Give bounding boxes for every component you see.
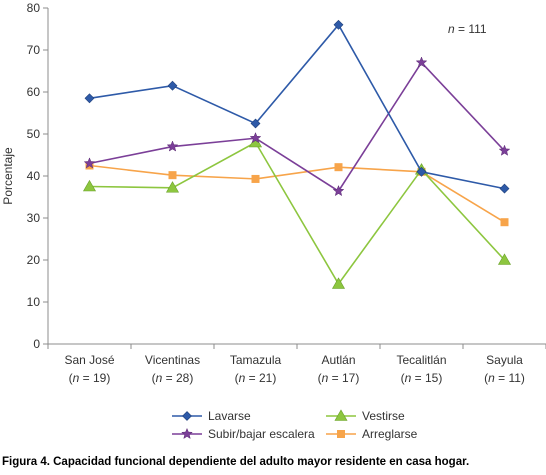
data-point-star (83, 157, 96, 169)
x-category-label: Tamazula (230, 353, 282, 367)
data-point-star (415, 56, 428, 68)
series-line (89, 164, 505, 223)
y-tick-label: 50 (27, 127, 41, 141)
series-lavarse (84, 19, 510, 194)
data-point-star (332, 184, 345, 197)
legend-label: Vestirse (362, 409, 405, 423)
data-point-star (166, 140, 179, 152)
data-point-diamond (250, 118, 261, 129)
y-tick-label: 30 (27, 211, 41, 225)
legend-item: Arreglarse (326, 427, 418, 441)
x-category-label: Sayula (486, 353, 523, 367)
legend-label: Lavarse (208, 409, 251, 423)
data-point-square (334, 163, 343, 172)
x-category-label: Tecalitlán (396, 353, 446, 367)
series-line (89, 23, 505, 190)
y-tick-label: 40 (27, 169, 41, 183)
data-point-star (249, 132, 262, 144)
data-point-square (337, 430, 345, 438)
x-category-sample: (n = 28) (152, 371, 194, 385)
x-category-label: Autlán (321, 353, 355, 367)
data-point-square (168, 171, 177, 180)
legend: Lavarse Vestirse Subir/bajar escalera Arreg… (172, 409, 418, 441)
data-point-diamond (84, 93, 95, 104)
y-tick-label: 60 (27, 85, 41, 99)
y-tick-label: 80 (27, 1, 41, 15)
x-category-sample: (n = 17) (318, 371, 360, 385)
sample-size-annotation: n = 111 (448, 22, 487, 36)
legend-item: Vestirse (326, 409, 405, 423)
series-layer (82, 19, 512, 289)
series-arreglarse (85, 161, 509, 227)
x-category-sample: (n = 21) (235, 371, 277, 385)
annotation-prefix: n (448, 22, 455, 36)
data-point-triangle (334, 409, 348, 421)
figure-caption: Figura 4. Capacidad funcional dependient… (2, 456, 470, 468)
legend-item: Lavarse (172, 409, 251, 423)
data-point-diamond (182, 411, 192, 421)
data-point-diamond (416, 166, 427, 177)
data-point-star (181, 427, 193, 439)
data-point-square (500, 218, 509, 227)
data-point-diamond (167, 80, 178, 91)
x-category-label: Vicentinas (145, 353, 200, 367)
data-point-square (251, 174, 260, 183)
x-categories: San José (n = 19) Vicentinas (n = 28) Tamazu… (47, 344, 546, 385)
x-category-label: San José (64, 353, 114, 367)
legend-label: Subir/bajar escalera (208, 427, 315, 441)
y-tick-label: 10 (27, 295, 41, 309)
legend-item: Subir/bajar escalera (172, 427, 315, 441)
series-line (89, 141, 506, 286)
series-subir-bajar-escalera (83, 56, 511, 197)
x-category-sample: (n = 15) (401, 371, 443, 385)
series-vestirse (82, 135, 512, 289)
data-point-triangle (331, 277, 346, 289)
x-category-sample: (n = 19) (69, 371, 111, 385)
y-ticks: 0 10 20 30 40 50 60 70 80 (27, 1, 48, 351)
y-tick-label: 0 (33, 337, 40, 351)
y-tick-label: 70 (27, 43, 41, 57)
x-category-sample: (n = 11) (484, 371, 525, 385)
data-point-triangle (165, 181, 180, 193)
data-point-triangle (82, 179, 97, 192)
series-line (89, 61, 506, 193)
data-point-triangle (497, 253, 512, 265)
legend-label: Arreglarse (362, 427, 418, 441)
data-point-star (498, 144, 511, 156)
annotation-text: = 111 (455, 22, 487, 36)
y-tick-label: 20 (27, 253, 41, 267)
y-axis-title: Porcentaje (1, 147, 15, 205)
data-point-diamond (333, 19, 344, 30)
data-point-diamond (499, 183, 510, 194)
